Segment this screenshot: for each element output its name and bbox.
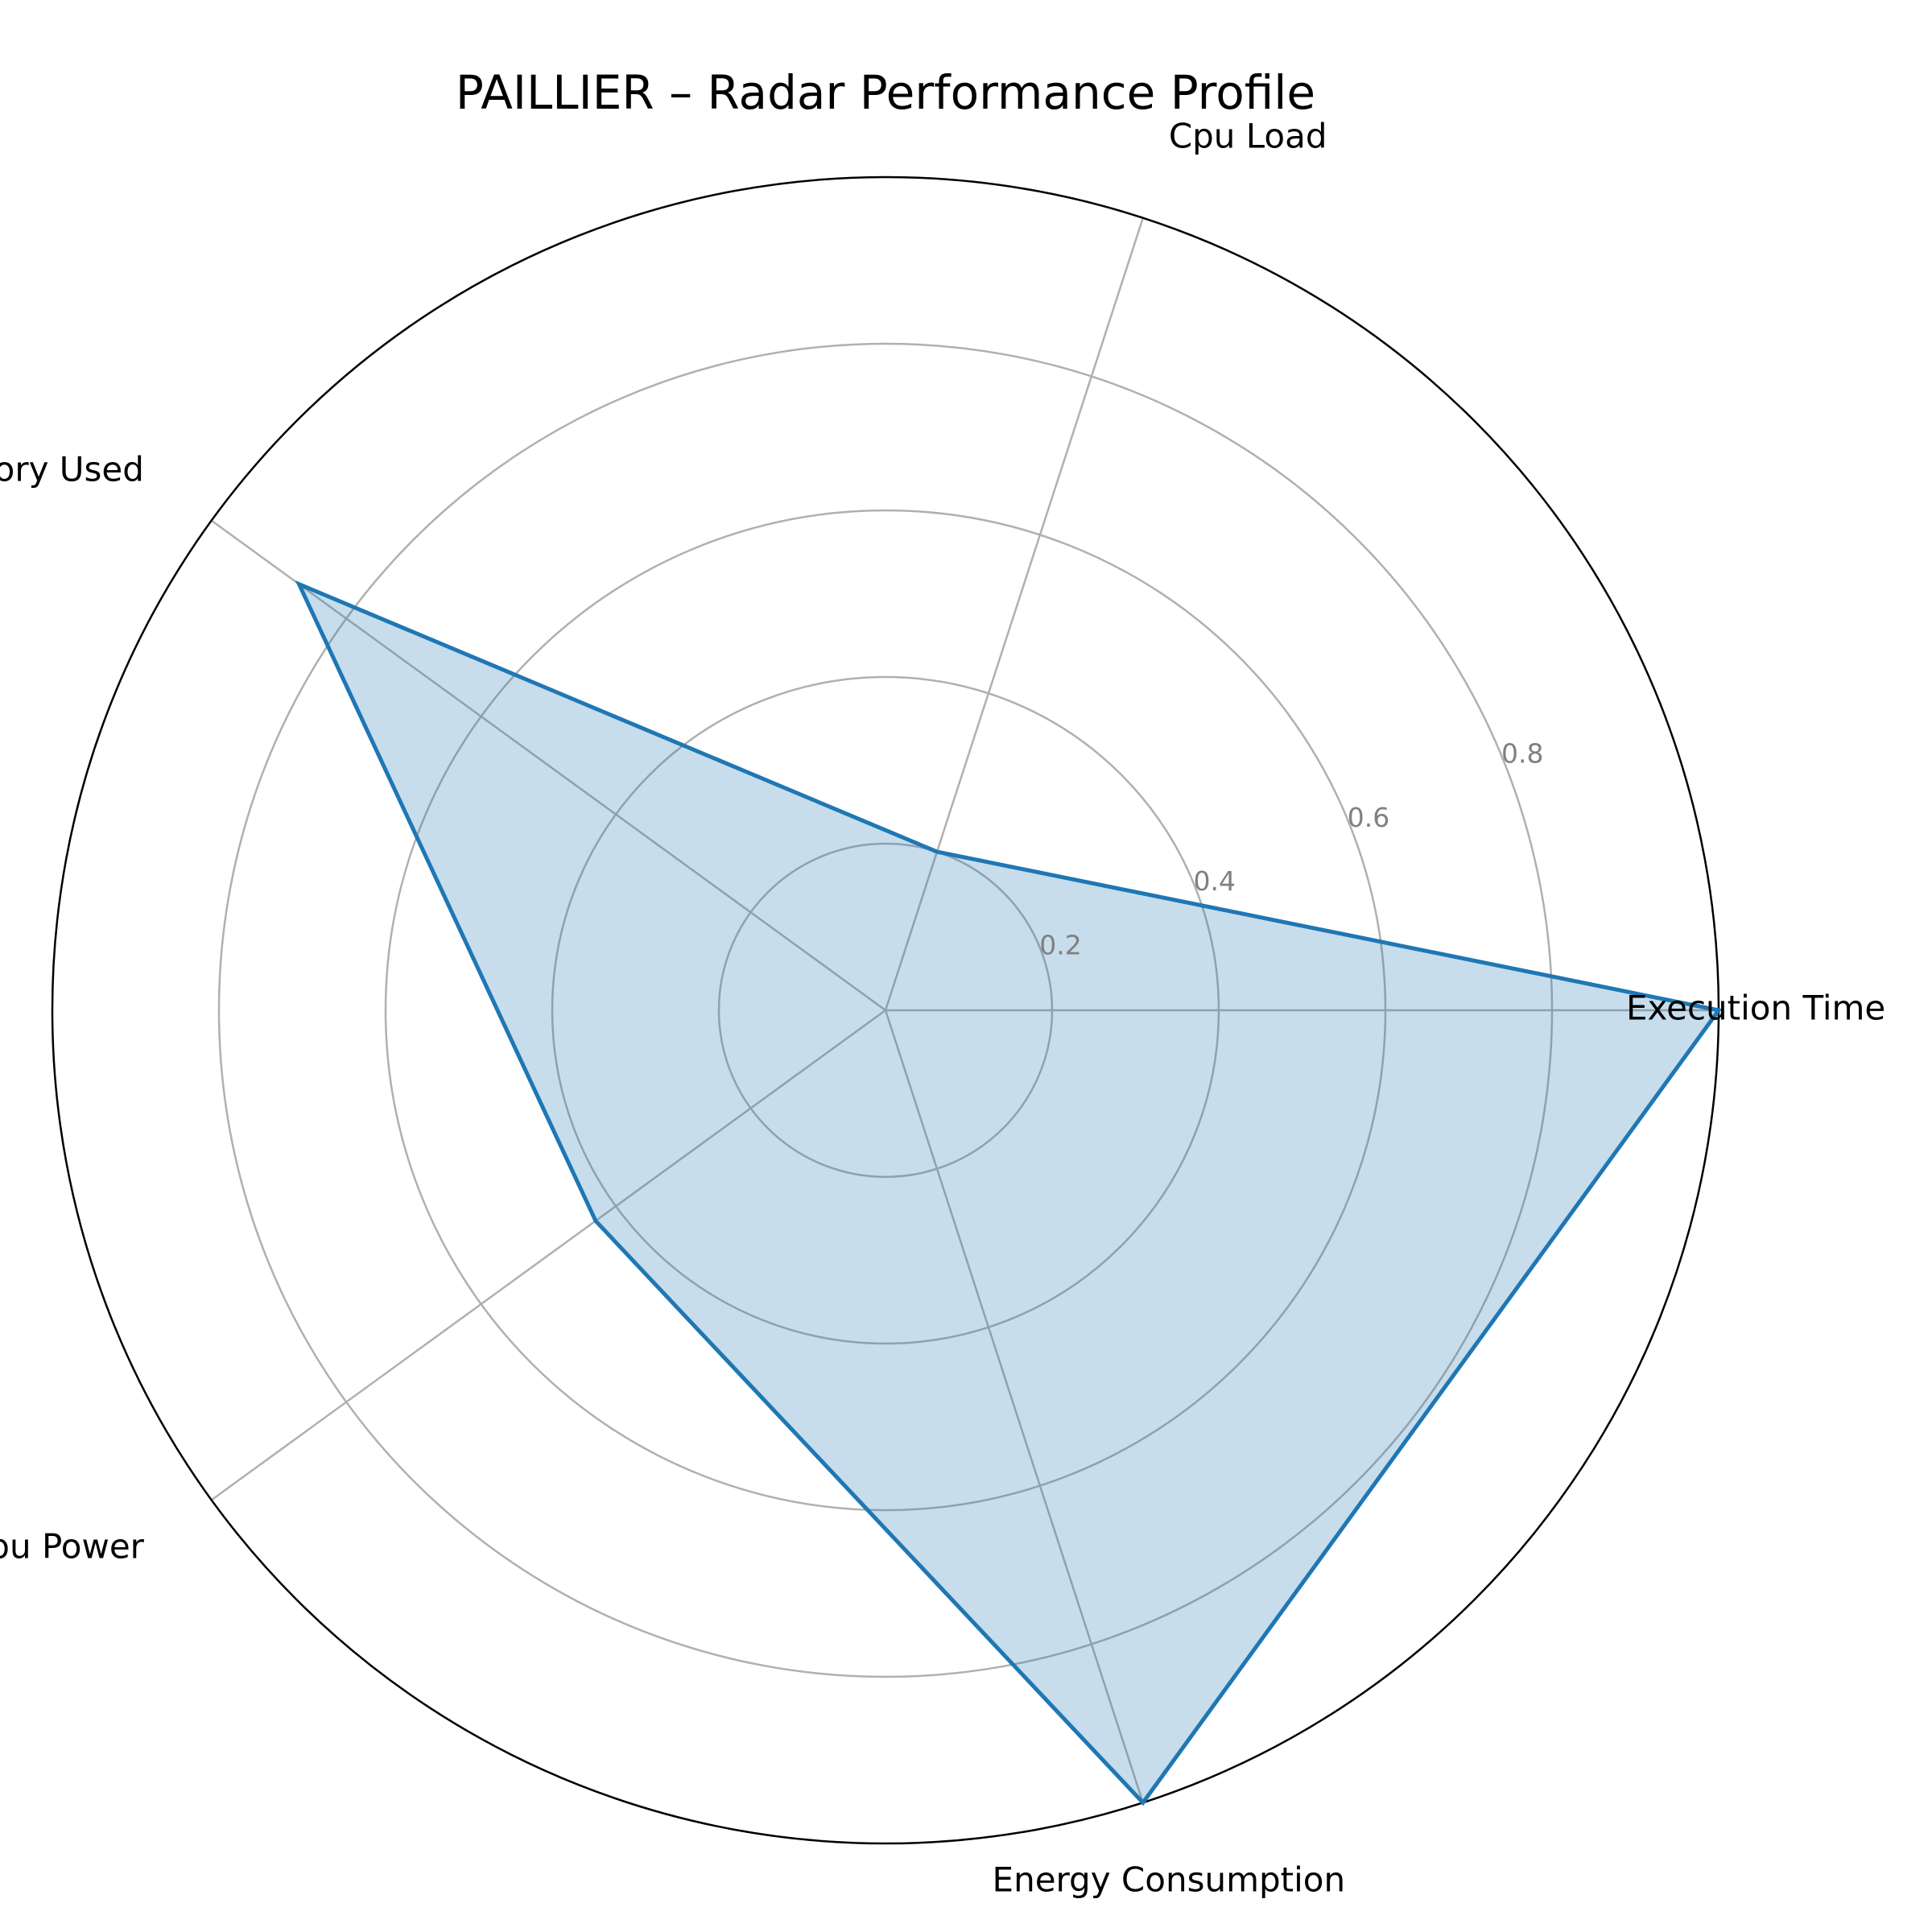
series-line [295, 580, 1723, 1806]
spoke-4 [210, 1009, 886, 1501]
radial-tick-label: 0.6 [1348, 802, 1389, 833]
data-layer [295, 580, 1723, 1806]
spoke-5 [884, 1009, 1145, 1803]
category-label: Execution Time [1626, 989, 1885, 1028]
data-point-3 [297, 582, 302, 587]
grid-layer [51, 175, 1720, 1845]
category-label: Cpu Power [0, 1527, 145, 1567]
radial-tick-label: 0.2 [1039, 929, 1081, 960]
data-point-5 [1141, 1800, 1146, 1805]
category-label: Memory Used [0, 449, 144, 489]
spoke-3 [210, 519, 886, 1012]
chart-title: PAILLIER – Radar Performance Profile [456, 65, 1315, 120]
radial-tick-label: 0.4 [1193, 865, 1235, 897]
spoke-2 [884, 217, 1145, 1011]
data-point-1 [1716, 1008, 1721, 1013]
data-point-4 [593, 1219, 598, 1224]
data-point-2 [935, 849, 939, 854]
label-layer: 0.2 0.4 0.6 0.8 Execution Time Cpu Load Memory… [0, 117, 1885, 1900]
category-label: Energy Consumption [993, 1860, 1346, 1899]
radial-tick-label: 0.8 [1501, 738, 1543, 770]
category-label: Cpu Load [1169, 117, 1327, 156]
